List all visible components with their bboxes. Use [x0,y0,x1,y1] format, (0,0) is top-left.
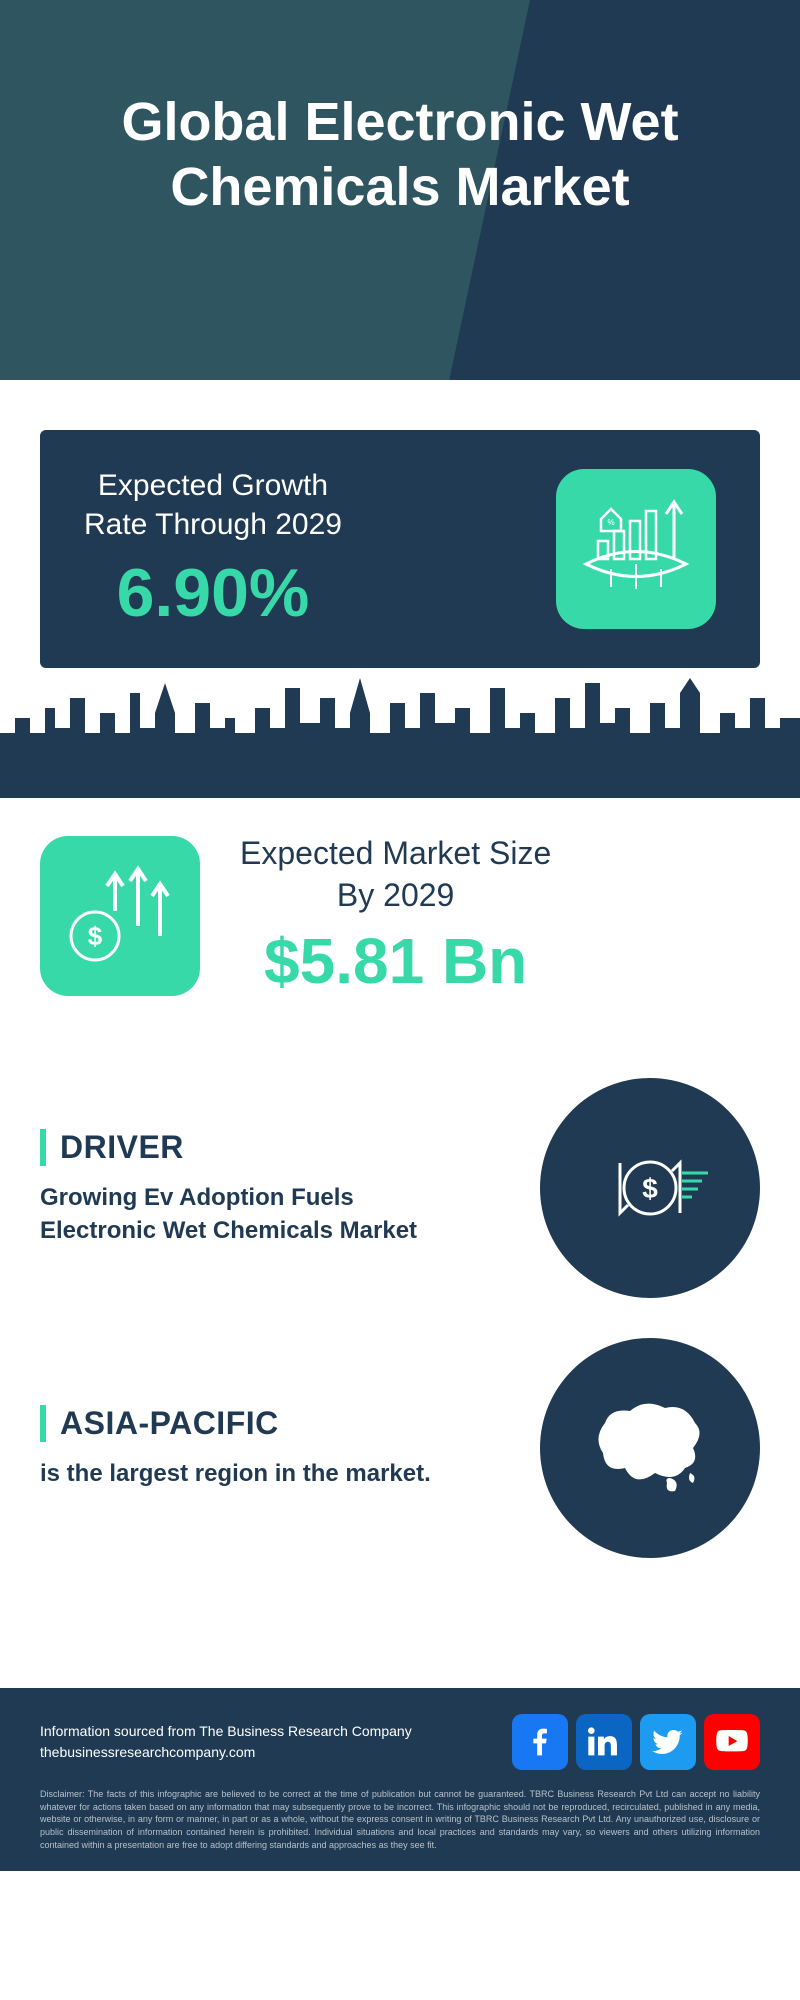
twitter-icon[interactable] [640,1714,696,1770]
growth-rate-text: Expected Growth Rate Through 2029 6.90% [84,466,342,632]
svg-text:$: $ [88,921,103,951]
disclaimer-text: Disclaimer: The facts of this infographi… [40,1788,760,1851]
driver-body: Growing Ev Adoption Fuels Electronic Wet… [40,1182,440,1247]
growth-chart-icon: % [556,469,716,629]
driver-heading: DRIVER [40,1129,510,1166]
growth-rate-value: 6.90% [84,554,342,632]
market-size-text: Expected Market Size By 2029 $5.81 Bn [240,833,551,998]
social-row [512,1714,760,1770]
hero-banner: Global Electronic Wet Chemicals Market [0,0,800,380]
driver-section: DRIVER Growing Ev Adoption Fuels Electro… [40,1078,760,1298]
footer: Information sourced from The Business Re… [0,1688,800,1871]
svg-text:%: % [607,518,614,527]
region-body: is the largest region in the market. [40,1458,440,1490]
growth-rate-label: Expected Growth Rate Through 2029 [84,466,342,544]
title-line-1: Global Electronic Wet [121,92,678,152]
footer-top: Information sourced from The Business Re… [40,1714,760,1770]
page-title: Global Electronic Wet Chemicals Market [0,0,800,220]
svg-text:$: $ [642,1173,658,1204]
region-heading: ASIA-PACIFIC [40,1405,510,1442]
market-size-icon: $ [40,836,200,996]
footer-source: Information sourced from The Business Re… [40,1721,412,1763]
linkedin-icon[interactable] [576,1714,632,1770]
growth-rate-card: Expected Growth Rate Through 2029 6.90% … [40,430,760,668]
market-size-label: Expected Market Size By 2029 [240,833,551,916]
market-size-value: $5.81 Bn [240,924,551,998]
driver-text: DRIVER Growing Ev Adoption Fuels Electro… [40,1129,510,1247]
driver-icon: $ [540,1078,760,1298]
market-size-card: $ Expected Market Size By 2029 $5.81 Bn [40,813,760,1038]
region-text: ASIA-PACIFIC is the largest region in th… [40,1405,510,1490]
facebook-icon[interactable] [512,1714,568,1770]
title-line-2: Chemicals Market [170,157,629,217]
globe-asia-icon [540,1338,760,1558]
region-section: ASIA-PACIFIC is the largest region in th… [40,1338,760,1558]
youtube-icon[interactable] [704,1714,760,1770]
skyline-decoration [0,678,800,798]
